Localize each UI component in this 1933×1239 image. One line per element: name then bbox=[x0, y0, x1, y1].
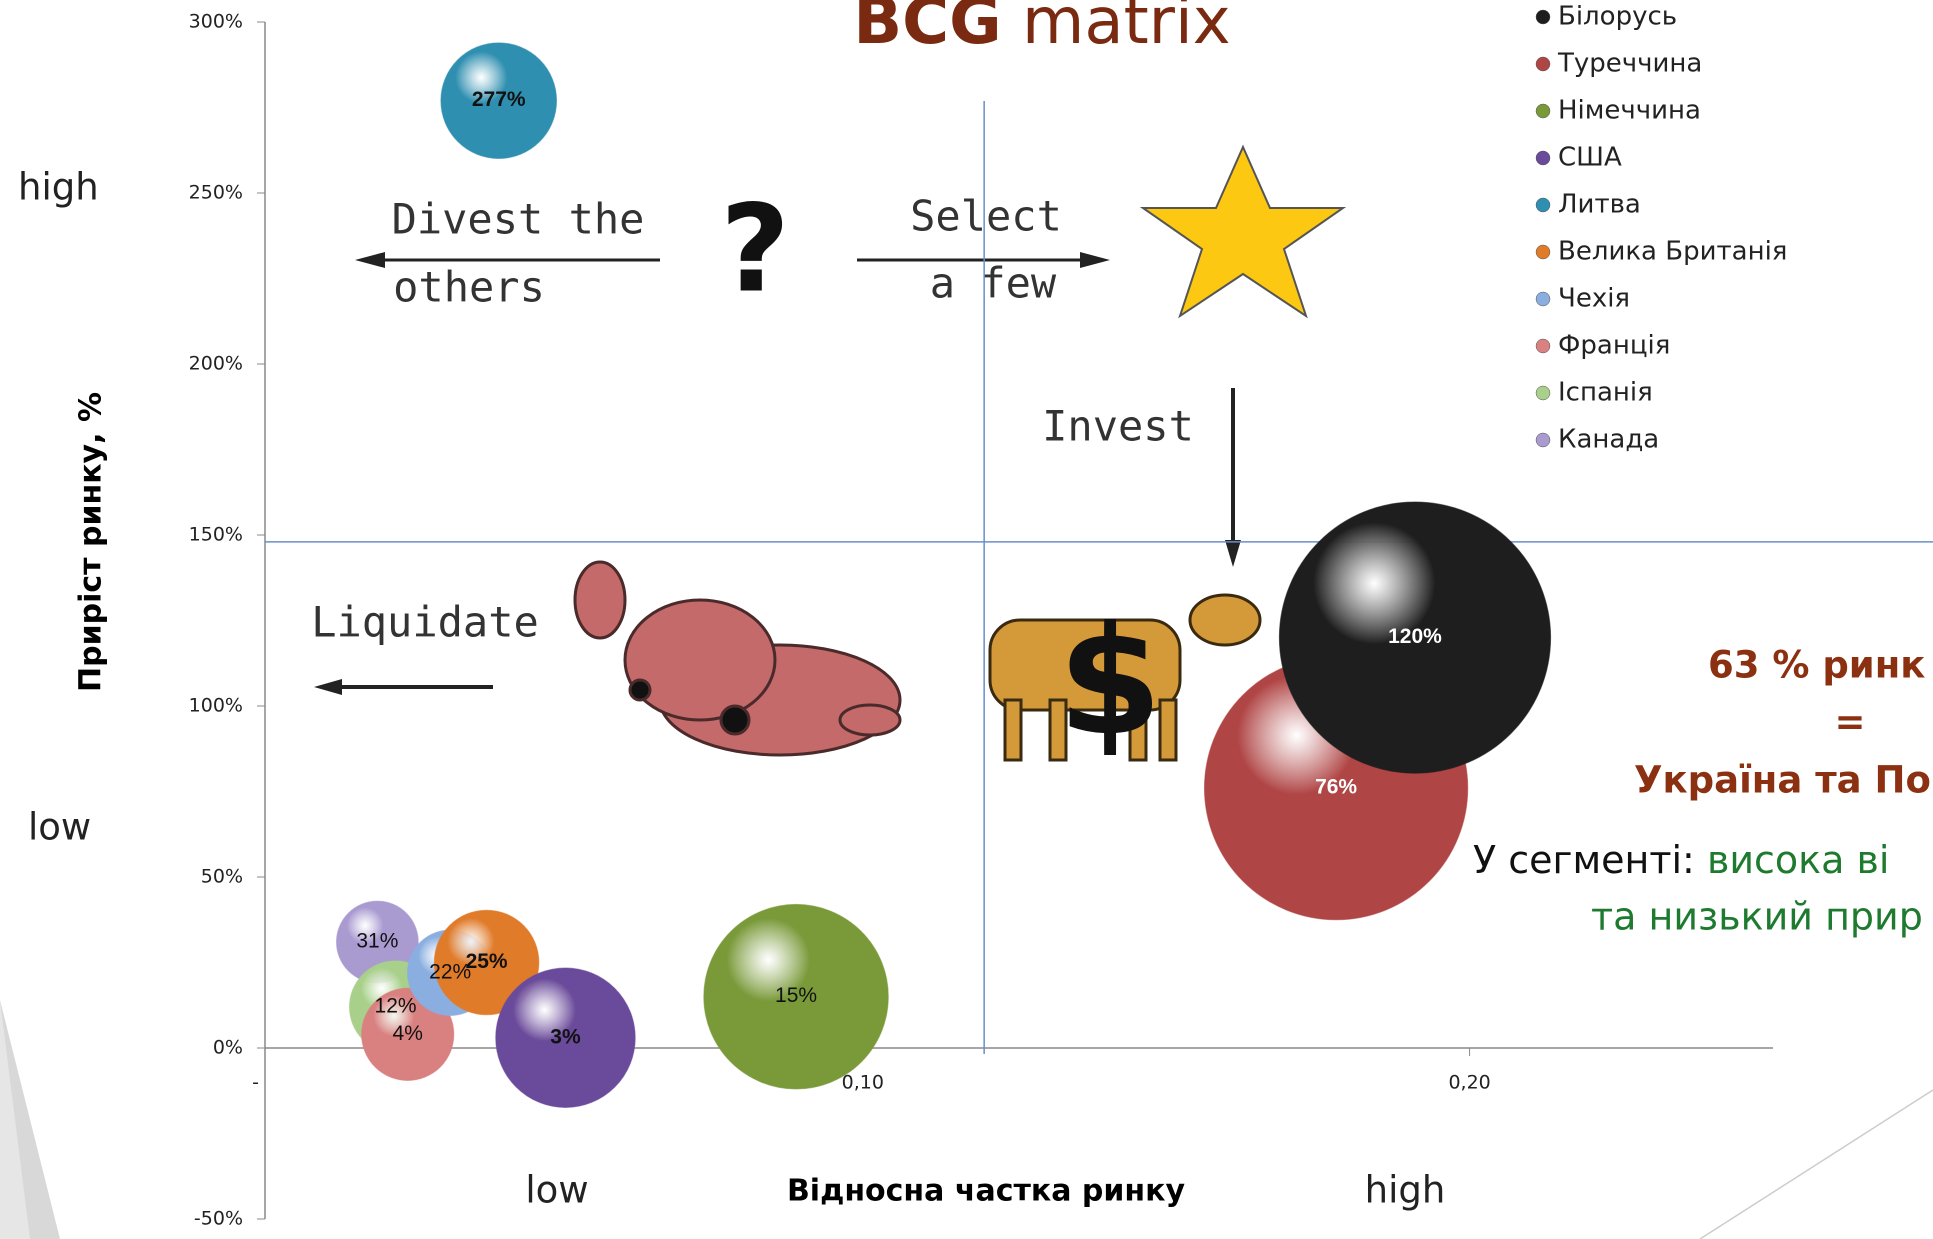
x-tick-label: - bbox=[252, 1072, 259, 1094]
y-axis-label: Приріст ринку, % bbox=[74, 392, 109, 692]
data-label: 120% bbox=[1388, 625, 1442, 648]
legend-marker bbox=[1536, 292, 1550, 306]
y-low: low bbox=[28, 806, 91, 849]
select-text: Select bbox=[910, 192, 1062, 241]
legend-label: США bbox=[1558, 143, 1622, 173]
x-tick-label: 0,20 bbox=[1448, 1072, 1490, 1094]
note-line: Україна та По bbox=[1634, 759, 1931, 802]
legend-label: Литва bbox=[1558, 190, 1641, 220]
legend-label: Туреччина bbox=[1557, 49, 1702, 79]
y-tick-label: 150% bbox=[189, 524, 243, 546]
note-part: У сегменті: bbox=[1473, 838, 1707, 882]
arrowhead bbox=[1225, 540, 1241, 567]
y-tick-label: 100% bbox=[189, 695, 243, 717]
dollar: $ bbox=[1058, 595, 1162, 769]
note-part: висока ві bbox=[1707, 838, 1890, 882]
note-line: 63 % ринк bbox=[1708, 644, 1925, 687]
data-label: 31% bbox=[356, 930, 398, 953]
legend-marker bbox=[1536, 386, 1550, 400]
y-tick-label: 250% bbox=[189, 182, 243, 204]
divest-text: Divest the bbox=[392, 195, 645, 244]
legend-marker bbox=[1536, 245, 1550, 259]
data-label: 25% bbox=[466, 950, 508, 973]
liquidate-text: Liquidate bbox=[311, 598, 539, 647]
invest-text: Invest bbox=[1042, 402, 1194, 451]
x-axis-label: Відносна частка ринку bbox=[787, 1174, 1186, 1209]
x-high: high bbox=[1365, 1169, 1446, 1212]
note-line: У сегменті: висока ві bbox=[1473, 838, 1889, 882]
legend-marker bbox=[1536, 339, 1550, 353]
legend-label: Велика Британія bbox=[1558, 237, 1787, 267]
y-tick-label: 50% bbox=[201, 866, 243, 888]
data-label: 4% bbox=[393, 1022, 423, 1045]
data-label: 76% bbox=[1315, 776, 1357, 799]
star bbox=[1143, 147, 1343, 316]
legend-marker bbox=[1536, 57, 1550, 71]
note-line: = bbox=[1834, 701, 1865, 744]
legend-label: Канада bbox=[1558, 425, 1659, 455]
legend-label: Білорусь bbox=[1558, 2, 1677, 32]
note-line: та низький прир bbox=[1591, 895, 1923, 939]
data-label: 15% bbox=[775, 984, 817, 1007]
note: 63 % ринк = Україна та По У сегменті: ви… bbox=[1473, 644, 1931, 939]
decor bbox=[1700, 1090, 1933, 1239]
arrowhead bbox=[314, 679, 342, 695]
question-mark: ? bbox=[720, 181, 790, 320]
legend-label: Франція bbox=[1558, 331, 1670, 361]
arrowhead bbox=[1080, 252, 1110, 268]
x-tick-label: 0,10 bbox=[842, 1072, 884, 1094]
dog bbox=[575, 562, 900, 755]
y-tick-label: 300% bbox=[189, 11, 243, 33]
y-tick-label: 0% bbox=[213, 1037, 243, 1059]
data-label: 12% bbox=[375, 995, 417, 1018]
data-label: 3% bbox=[550, 1025, 581, 1048]
legend-marker bbox=[1536, 198, 1550, 212]
legend-marker bbox=[1536, 10, 1550, 24]
select-text: a few bbox=[930, 259, 1057, 308]
y-high: high bbox=[18, 166, 99, 209]
legend-marker bbox=[1536, 433, 1550, 447]
title-bold: BCG bbox=[853, 0, 1001, 59]
y-tick-label: -50% bbox=[194, 1208, 243, 1230]
legend-label: Чехія bbox=[1558, 284, 1630, 314]
divest-text: others bbox=[393, 263, 545, 312]
arrowhead bbox=[355, 252, 385, 268]
y-tick-label: 200% bbox=[189, 353, 243, 375]
chart-title: BCG matrix bbox=[853, 0, 1230, 59]
slide: BCG matrix high low Приріст ринку, % low… bbox=[0, 0, 1933, 1239]
title-rest: matrix bbox=[1022, 0, 1231, 59]
legend-marker bbox=[1536, 151, 1550, 165]
illustrations: Divest the others ? Select a few Invest … bbox=[311, 147, 1343, 769]
legend-label: Іспанія bbox=[1558, 378, 1653, 408]
data-label: 277% bbox=[472, 88, 526, 111]
legend-marker bbox=[1536, 104, 1550, 118]
x-low: low bbox=[525, 1169, 588, 1212]
legend-label: Німеччина bbox=[1558, 96, 1701, 126]
